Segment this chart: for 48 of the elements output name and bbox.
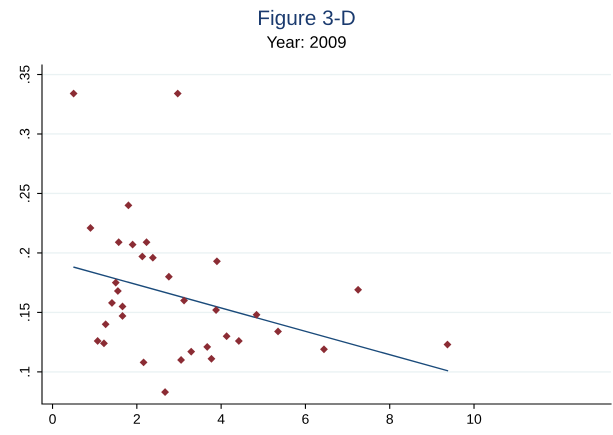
point	[108, 298, 116, 307]
y-tick-label: .25	[20, 184, 30, 202]
point	[180, 296, 188, 304]
y-tick-label: .35	[20, 65, 30, 83]
point	[94, 337, 102, 345]
x-tick-label: 6	[302, 414, 309, 424]
y-tick-label: .3	[20, 128, 30, 139]
point	[114, 238, 123, 246]
point	[138, 252, 146, 260]
point	[274, 328, 282, 336]
point	[187, 348, 196, 356]
y-tick-label: .15	[20, 303, 30, 321]
point	[252, 310, 260, 319]
point	[208, 354, 216, 363]
point	[203, 342, 212, 351]
point	[444, 340, 452, 348]
x-tick-label: 4	[218, 414, 225, 424]
point	[118, 302, 126, 310]
y-tick-label: .1	[20, 366, 30, 376]
point	[102, 320, 110, 328]
point	[320, 345, 328, 354]
chart-title: Figure 3-D	[259, 10, 355, 30]
point	[148, 254, 157, 262]
point	[234, 337, 243, 345]
point	[164, 272, 173, 281]
x-tick-label: 8	[386, 414, 393, 424]
point	[161, 388, 169, 396]
point	[174, 90, 182, 98]
point	[222, 332, 231, 340]
point	[100, 339, 108, 348]
y-tick-label: .2	[20, 248, 30, 258]
point	[140, 358, 148, 366]
x-tick-label: 0	[49, 414, 56, 424]
point	[128, 240, 137, 249]
point	[354, 286, 362, 294]
point	[212, 257, 221, 266]
point	[114, 287, 122, 295]
point	[212, 306, 220, 314]
chart-subtitle: Year: 2009	[266, 36, 346, 48]
point	[112, 278, 120, 287]
point	[177, 356, 186, 364]
point	[124, 201, 132, 210]
point	[142, 238, 150, 246]
point	[118, 312, 126, 320]
point	[70, 90, 78, 98]
x-tick-label: 10	[467, 414, 482, 424]
x-tick-label: 2	[134, 414, 140, 424]
point	[86, 224, 94, 232]
